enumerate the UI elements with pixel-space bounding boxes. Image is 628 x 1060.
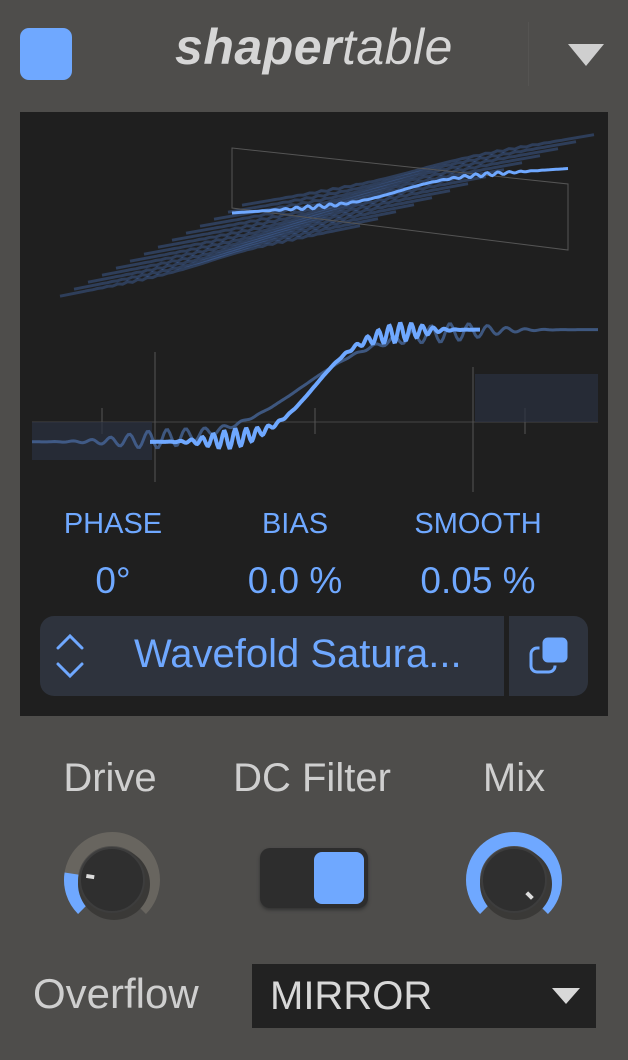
knob-pointer	[525, 891, 534, 900]
overflow-value: MIRROR	[270, 974, 433, 1018]
phase-value[interactable]: 0°	[95, 560, 131, 601]
knob-body	[79, 847, 145, 913]
dropdown-arrow-icon	[552, 988, 580, 1004]
overflow-dropdown[interactable]: MIRROR	[252, 964, 596, 1028]
knob-pointer	[86, 873, 95, 880]
current-frame-curve	[231, 167, 569, 215]
knob-body	[481, 847, 547, 913]
wavetable-layer	[73, 217, 379, 291]
title-bold: shaper	[175, 19, 343, 75]
wavetable-layer	[157, 175, 487, 249]
up-down-chevron-icon[interactable]	[54, 630, 86, 682]
waveshape-visualization[interactable]	[20, 112, 608, 512]
table-frame	[231, 147, 569, 251]
header-divider	[528, 22, 529, 86]
overflow-label: Overflow	[33, 970, 199, 1017]
transfer-curve	[150, 321, 480, 450]
wavetable-layer	[143, 182, 469, 256]
menu-dropdown-icon[interactable]	[568, 44, 604, 66]
toggle-thumb	[314, 852, 364, 904]
mix-knob[interactable]	[454, 822, 574, 942]
bias-value[interactable]: 0.0 %	[247, 560, 343, 601]
phase-label: PHASE	[63, 508, 163, 540]
plugin-title: shapertable	[0, 18, 628, 76]
smooth-label: SMOOTH	[414, 508, 542, 540]
wavetable-layer	[129, 189, 451, 263]
mix-label: Mix	[482, 756, 546, 800]
copy-button[interactable]	[509, 616, 588, 696]
title-light: table	[342, 19, 453, 75]
wavetable-layer	[101, 203, 415, 277]
shaper-display-panel: PHASE 0° BIAS 0.0 % SMOOTH 0.05 % Wavefo…	[20, 112, 608, 716]
wavetable-layer	[241, 133, 595, 207]
drive-label: Drive	[63, 756, 157, 800]
wavetable-layer	[115, 196, 433, 270]
bias-label: BIAS	[261, 508, 329, 540]
preset-selector[interactable]: Wavefold Satura...	[40, 616, 504, 696]
wavetable-layer	[199, 154, 541, 228]
wavetable-layer	[59, 224, 361, 298]
dc-filter-toggle[interactable]	[260, 848, 368, 908]
shadow-curve	[32, 322, 598, 450]
smooth-value[interactable]: 0.05 %	[420, 560, 536, 601]
copy-icon	[529, 634, 571, 674]
wavetable-layer	[227, 140, 577, 214]
enable-toggle-button[interactable]	[20, 28, 72, 80]
dc-filter-label: DC Filter	[233, 756, 391, 800]
shade-region	[475, 374, 598, 422]
drive-knob[interactable]	[52, 822, 172, 942]
knob-value-arc	[64, 872, 89, 914]
preset-name: Wavefold Satura...	[134, 632, 462, 676]
knob-value-arc	[466, 832, 562, 914]
